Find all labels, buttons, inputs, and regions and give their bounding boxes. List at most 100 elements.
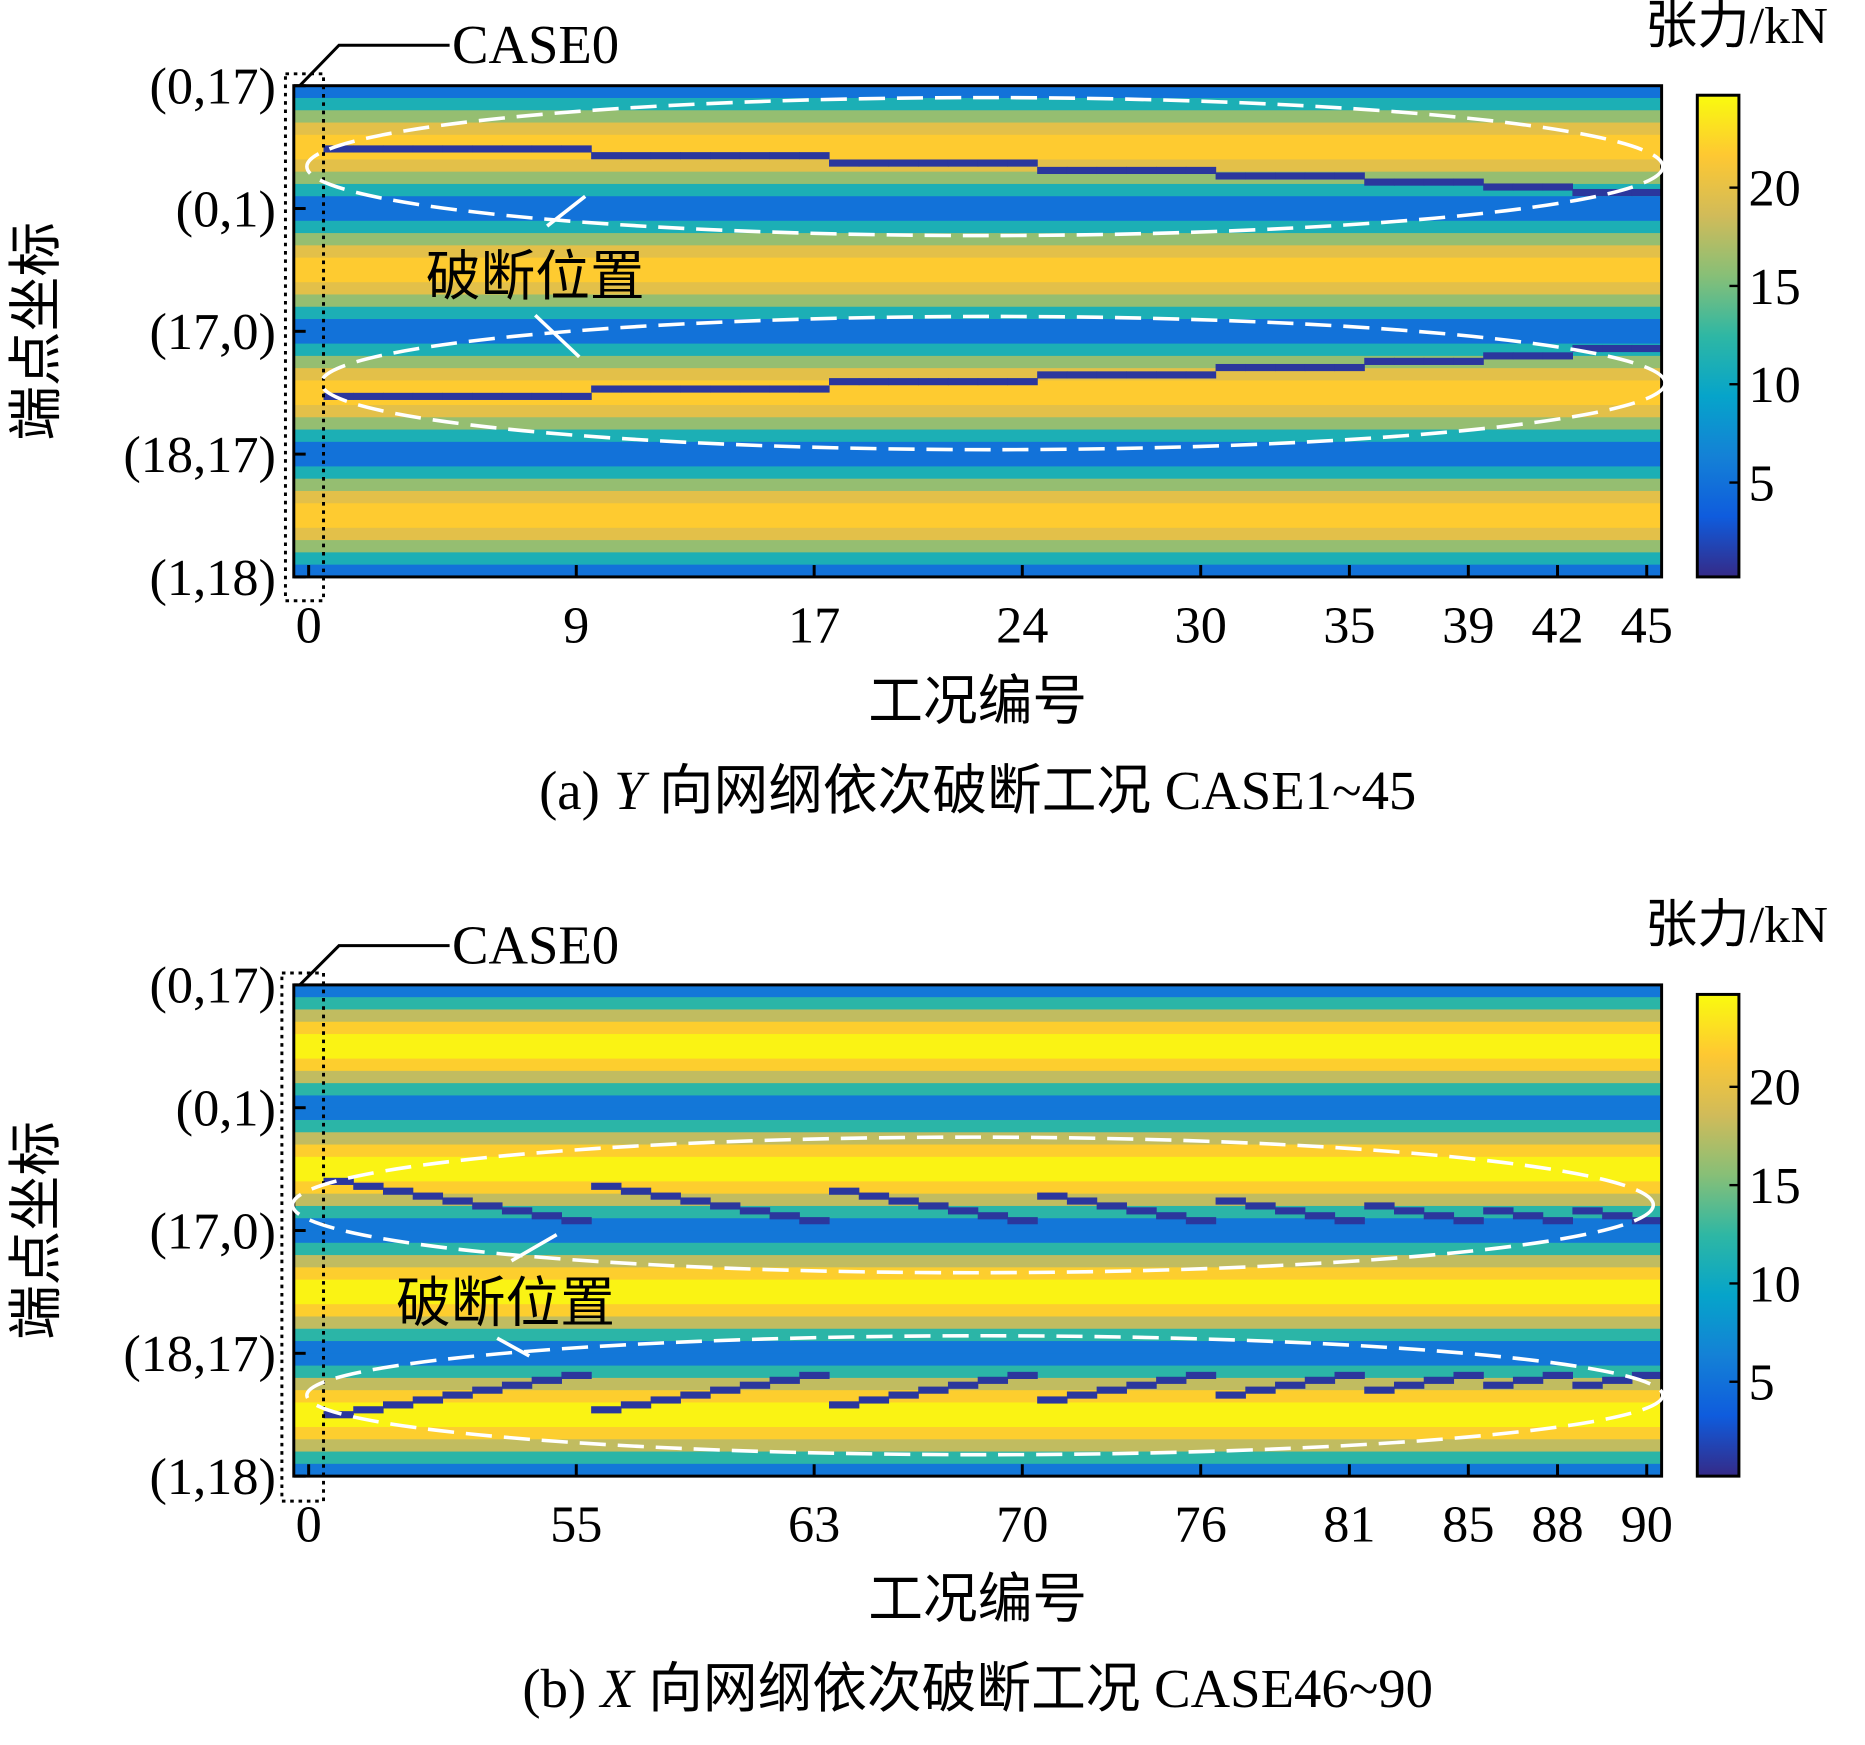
break-cell — [1364, 178, 1395, 186]
break-cell — [353, 1182, 384, 1190]
break-cell — [1245, 172, 1276, 180]
break-leader — [546, 194, 587, 228]
break-cell — [977, 159, 1009, 167]
heatmap-row — [293, 392, 1662, 406]
heatmap-panel: (0,17) (0,1) (17,0) (18,17) (1,18) 0 55 63 70 76 8… — [6, 896, 1828, 1719]
heatmap-row — [293, 97, 1662, 111]
heatmap-row — [293, 1439, 1662, 1453]
break-cell — [442, 145, 473, 153]
x-tick-label: 0 — [296, 596, 322, 654]
break-cell — [1275, 1381, 1306, 1389]
break-cell — [1602, 1376, 1633, 1384]
x-tick-label: 24 — [996, 596, 1048, 654]
break-cell — [888, 159, 919, 167]
break-cell — [561, 145, 592, 153]
break-cell — [1185, 371, 1217, 379]
y-tick-label: (0,1) — [176, 180, 276, 238]
break-cell — [769, 385, 800, 393]
break-cell — [769, 1212, 800, 1220]
heatmap-row — [293, 1316, 1662, 1330]
colorbar-label: 张力/kN — [1645, 896, 1828, 954]
colorbar-tick-label: 20 — [1748, 159, 1800, 217]
break-cell — [531, 1212, 562, 1220]
heatmap-row — [293, 1169, 1662, 1182]
heatmap-row — [293, 1279, 1662, 1293]
heatmap-row — [293, 1341, 1662, 1354]
break-cell — [918, 1386, 949, 1394]
heatmap-row — [293, 1463, 1662, 1477]
break-cell — [799, 385, 830, 393]
break-cell — [977, 378, 1009, 386]
break-cell — [947, 378, 979, 386]
heatmap-row — [293, 1083, 1662, 1097]
break-cell — [561, 1217, 592, 1225]
x-tick-label: 35 — [1323, 596, 1375, 654]
plot-frame — [292, 84, 1664, 579]
break-cell — [1156, 166, 1187, 175]
x-tick-label: 0 — [296, 1496, 322, 1554]
break-cell — [858, 1192, 890, 1200]
break-cell — [1126, 371, 1157, 379]
x-tick-label: 63 — [788, 1496, 840, 1554]
heatmap-row — [293, 478, 1662, 492]
heatmap-row — [293, 269, 1662, 283]
break-region — [319, 314, 1667, 452]
break-cell — [829, 1187, 860, 1195]
break-cell — [382, 392, 414, 400]
break-cell — [1453, 357, 1484, 365]
y-tick-label: (18,17) — [123, 1325, 276, 1383]
break-cell — [1542, 1371, 1573, 1379]
heatmap-row — [293, 233, 1662, 246]
plot-frame — [292, 983, 1664, 1478]
break-cell — [472, 392, 503, 400]
break-cell — [1185, 166, 1217, 175]
break-cell — [1393, 1207, 1425, 1215]
break-leader — [496, 1336, 531, 1358]
heatmap-row — [293, 1034, 1662, 1047]
break-cell — [1631, 1371, 1663, 1379]
break-cell — [1156, 371, 1187, 379]
break-cell — [1483, 1207, 1514, 1215]
heatmap-row — [293, 417, 1662, 431]
break-cell — [1096, 1386, 1127, 1394]
heatmap-row — [293, 1414, 1662, 1428]
break-cell — [531, 392, 562, 400]
y-tick-label: (0,17) — [150, 957, 276, 1015]
break-cell — [1453, 178, 1484, 186]
heatmap-row — [293, 429, 1662, 443]
break-cell — [739, 1207, 771, 1215]
break-cell — [1126, 1207, 1157, 1215]
break-leader — [510, 1233, 558, 1263]
break-cell — [650, 1192, 681, 1200]
heatmap-row — [293, 1365, 1662, 1379]
heatmap-row — [293, 984, 1662, 998]
break-cell — [1542, 183, 1573, 191]
break-leader — [534, 313, 581, 359]
colorbar-tick-label: 15 — [1748, 258, 1800, 316]
break-region — [305, 1333, 1665, 1457]
caption: (b) X 向网纲依次破断工况 CASE46~90 — [522, 1658, 1433, 1719]
break-cell — [1156, 1376, 1187, 1384]
break-cell — [353, 1406, 384, 1414]
break-cell — [382, 1401, 414, 1409]
break-cell — [739, 152, 771, 160]
heatmap-row — [293, 515, 1662, 529]
break-cell — [591, 1406, 622, 1414]
x-tick-label: 17 — [788, 596, 840, 654]
break-cell — [1602, 344, 1633, 353]
y-tick-label: (1,18) — [150, 549, 276, 607]
break-cell — [382, 145, 414, 153]
break-cell — [947, 1381, 979, 1389]
break-cell — [620, 385, 652, 393]
break-cell — [947, 159, 979, 167]
break-cell — [1364, 1386, 1395, 1394]
break-cell — [1602, 1212, 1633, 1220]
heatmap-row — [293, 134, 1662, 148]
break-cell — [977, 1212, 1009, 1220]
break-cell — [680, 385, 711, 393]
break-cell — [620, 1187, 652, 1195]
break-cell — [1304, 172, 1336, 180]
caption-var: Y — [614, 760, 650, 821]
break-cell — [501, 1207, 533, 1215]
caption-text: 向网纲依次破断工况 CASE1~45 — [659, 760, 1416, 821]
